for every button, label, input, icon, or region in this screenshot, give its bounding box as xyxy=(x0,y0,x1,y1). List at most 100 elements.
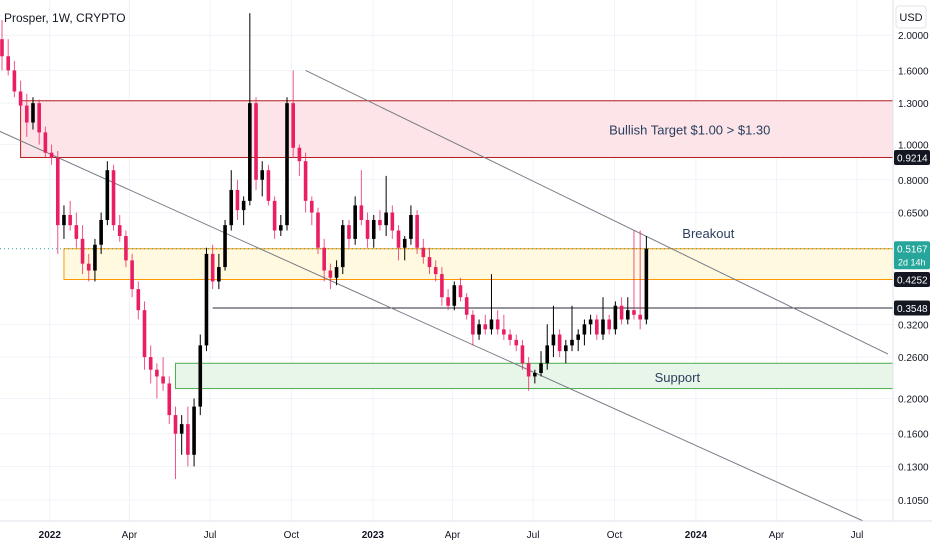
candle xyxy=(105,161,110,226)
candle-body xyxy=(402,238,407,248)
candle xyxy=(68,200,72,231)
candle-body xyxy=(545,345,550,364)
candle xyxy=(607,314,611,335)
candle-body xyxy=(384,212,388,226)
price-badge-bg xyxy=(894,149,930,165)
candle xyxy=(322,238,326,282)
candle-body xyxy=(297,147,302,162)
candle-body xyxy=(217,267,221,282)
price-tick-label: 0.1050 xyxy=(898,496,929,507)
candle-body xyxy=(421,247,426,258)
drawings xyxy=(0,69,893,522)
candle xyxy=(353,196,357,245)
candle-body xyxy=(551,334,556,346)
candle-body xyxy=(570,339,574,346)
price-tick-label: 0.3200 xyxy=(898,320,929,331)
candle-body xyxy=(62,214,66,226)
candle xyxy=(564,339,568,364)
candle xyxy=(130,253,134,298)
time-tick-label: Oct xyxy=(607,530,623,541)
candle xyxy=(328,263,333,290)
candle xyxy=(55,151,60,254)
price-badge: 0.9214 xyxy=(894,149,930,165)
candle-body xyxy=(533,373,537,377)
candle-body xyxy=(179,424,184,434)
candle-body xyxy=(564,345,568,352)
time-tick-label: Apr xyxy=(769,530,785,541)
candle-body xyxy=(464,297,469,315)
candle-body xyxy=(173,415,178,434)
candle xyxy=(347,219,351,248)
candle xyxy=(557,329,562,358)
price-tick-label: 0.2000 xyxy=(898,394,929,405)
candle-body xyxy=(489,319,494,330)
candle xyxy=(43,126,48,158)
candle xyxy=(464,293,469,320)
candle xyxy=(291,70,296,158)
price-badge-bg xyxy=(894,300,930,316)
candle xyxy=(266,164,271,206)
candle-body xyxy=(241,200,246,211)
candle xyxy=(49,144,54,165)
candle xyxy=(117,214,122,242)
candle xyxy=(359,170,364,226)
time-tick-label: 2024 xyxy=(685,530,708,541)
candle-body xyxy=(458,285,463,298)
candle-body xyxy=(359,205,364,220)
candle xyxy=(316,207,320,254)
candle xyxy=(179,415,184,455)
candle xyxy=(248,13,252,206)
candle xyxy=(24,93,29,137)
candle-body xyxy=(12,70,17,92)
time-tick-label: Apr xyxy=(445,530,461,541)
candle xyxy=(433,260,438,282)
candle-body xyxy=(365,219,370,239)
candle-body xyxy=(520,345,525,364)
time-axis[interactable]: 2022 Apr Jul Oct 2023 Apr Jul Oct 2024 Apr Jul xyxy=(0,520,932,541)
candle-body xyxy=(613,305,618,330)
candle-body xyxy=(192,406,196,455)
candle xyxy=(241,196,246,226)
candle-body xyxy=(526,363,531,377)
price-tick-label: 2.0000 xyxy=(898,31,929,42)
candle-body xyxy=(427,257,432,268)
candle-body xyxy=(322,247,326,271)
currency-label: USD xyxy=(899,12,922,24)
candle-body xyxy=(582,324,587,335)
candle-body xyxy=(74,225,79,239)
price-tick-label: 1.3000 xyxy=(898,99,929,110)
candle xyxy=(223,219,227,271)
candle xyxy=(204,247,209,352)
candle xyxy=(303,152,308,213)
time-tick-label: Jul xyxy=(851,530,864,541)
candle xyxy=(384,175,388,237)
candle xyxy=(421,238,426,264)
candle xyxy=(148,345,153,384)
currency-button[interactable] xyxy=(895,5,927,29)
candle xyxy=(260,161,265,197)
candle xyxy=(254,97,258,190)
candle xyxy=(229,170,234,231)
candle-body xyxy=(557,334,562,352)
candle-body xyxy=(99,219,103,245)
candle xyxy=(136,281,141,320)
candle-body xyxy=(340,225,345,268)
candle xyxy=(415,210,419,254)
price-badge-label: 0.4252 xyxy=(897,275,928,286)
candle-body xyxy=(625,310,630,320)
candle xyxy=(632,230,636,320)
candle-body xyxy=(353,205,357,239)
annotation-text: Support xyxy=(655,370,701,385)
candle xyxy=(371,214,376,248)
price-axis[interactable]: USD 2.0000 1.6000 1.3000 1.0000 0.8000 0.6500… xyxy=(892,0,930,521)
candle-body xyxy=(607,319,611,330)
candle xyxy=(533,369,537,384)
candle xyxy=(520,339,525,370)
candle xyxy=(99,212,103,254)
candle-body xyxy=(24,105,29,123)
candle-body xyxy=(55,157,60,226)
candle xyxy=(62,205,66,239)
candle-body xyxy=(495,319,500,330)
